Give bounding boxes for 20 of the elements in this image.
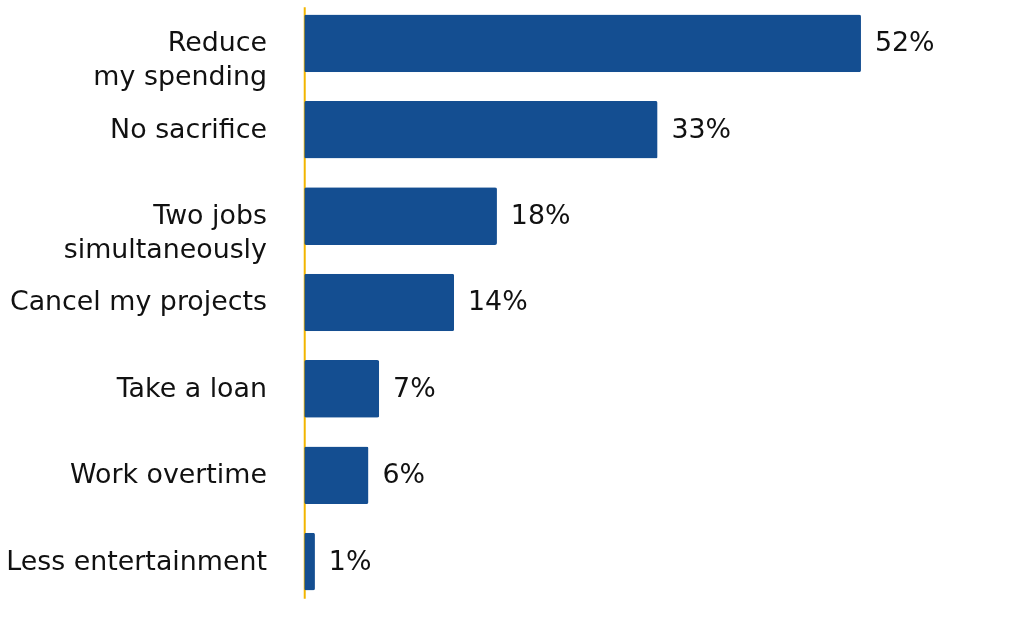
data-label: 52% (874, 26, 935, 58)
y-tick-label: Reduce my spending (93, 26, 267, 92)
data-label: 14% (468, 285, 528, 317)
data-label: 1% (328, 544, 372, 576)
bar (304, 100, 658, 159)
y-tick-label: Less entertainment (6, 544, 267, 576)
data-label: 6% (382, 458, 425, 490)
y-tick-label: Cancel my projects (9, 285, 267, 317)
y-tick-label: Work overtime (70, 458, 267, 490)
bar (304, 273, 455, 332)
bar (304, 187, 497, 245)
bar (304, 14, 861, 73)
y-tick-label: No sacrifice (110, 112, 267, 144)
y-tick-label: Two jobs simultaneously (63, 199, 268, 264)
bar (304, 446, 369, 505)
y-tick-label: Take a loan (115, 371, 267, 403)
data-label: 18% (510, 199, 571, 231)
bar (304, 360, 380, 418)
data-label: 33% (671, 112, 732, 144)
data-label: 7% (393, 371, 436, 403)
